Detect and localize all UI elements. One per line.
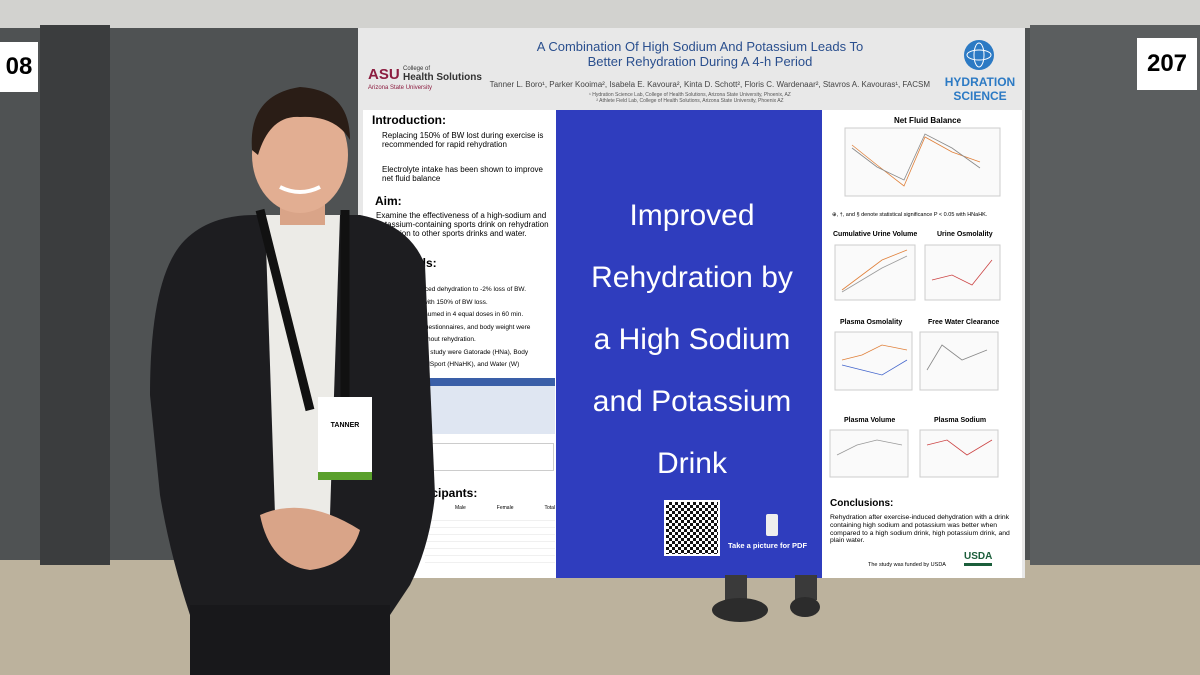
column-head: Male: [455, 505, 466, 511]
chart-line: [836, 439, 903, 456]
title-line: A Combination Of High Sodium And Potassi…: [536, 39, 864, 54]
chart-title: Cumulative Urine Volume: [833, 231, 918, 238]
method-line: nduced dehydration to -2% loss of BW.: [414, 286, 527, 293]
face: [252, 97, 348, 213]
drink-table: [425, 378, 555, 434]
message-line: Drink: [656, 447, 727, 480]
badge-name: TANNER: [330, 422, 360, 429]
board-post: [40, 25, 110, 565]
usda-logo: USDA: [964, 551, 993, 566]
chart-title: Plasma Volume: [844, 417, 896, 424]
phone-icon: [766, 514, 778, 536]
section-heading: Introduction:: [372, 113, 446, 127]
funding-note: The study was funded by USDA: [868, 562, 946, 568]
affiliation: ² Athlete Field Lab, College of Health S…: [596, 97, 784, 104]
section-heading: icipants:: [428, 486, 478, 500]
chart-title: Plasma Osmolality: [840, 319, 903, 326]
affiliation: ¹ Hydration Science Lab, College of Heal…: [589, 92, 791, 98]
booth-number: 08: [0, 42, 38, 92]
chart-frame: [919, 331, 999, 391]
booth-number: 207: [1137, 38, 1197, 90]
section-heading: Aim:: [375, 194, 402, 208]
hydration-logo-icon: [964, 40, 994, 70]
method-line: roughout rehydration.: [414, 336, 476, 343]
chart-frame: [919, 429, 999, 478]
methods-list: nduced dehydration to -2% loss of BW. on…: [414, 284, 554, 372]
message-line: and Potassium: [592, 385, 792, 418]
logo-text: Health Solutions: [403, 72, 482, 83]
shoe: [790, 597, 820, 617]
hair: [251, 87, 350, 155]
chart-title: Urine Osmolality: [937, 231, 993, 238]
mini-charts: [829, 127, 1001, 478]
chart-line: [841, 255, 908, 293]
name-badge: [318, 397, 372, 480]
background-person-feet: [712, 575, 820, 622]
hydration-logo-text: HYDRATION SCIENCE: [935, 75, 1025, 104]
significance-note: ⊕, †, and § denote statistical significa…: [832, 212, 988, 218]
shoe: [712, 598, 768, 622]
section-heading: Conclusions:: [830, 498, 894, 509]
chart-line: [841, 249, 908, 291]
lanyard: [255, 208, 350, 412]
method-line: e, questionnaires, and body weight were: [414, 323, 531, 331]
chart-line: [851, 133, 981, 181]
logo-text: Arizona State University: [368, 85, 433, 91]
logo-line: SCIENCE: [953, 88, 1007, 103]
column-head: Female: [496, 505, 514, 511]
method-line: on with 150% of BW loss.: [414, 298, 488, 306]
presenter: [150, 87, 435, 675]
chart-frame: [924, 244, 1001, 301]
logo-orbit: [966, 49, 992, 61]
conclusions-text: Rehydration after exercise-induced dehyd…: [830, 514, 1010, 545]
trousers: [190, 605, 390, 675]
center-message: Improved Rehydration by a High Sodium an…: [556, 185, 828, 495]
leg: [725, 575, 747, 600]
chart-line: [851, 136, 981, 187]
chart-line: [926, 439, 993, 456]
bullet: Electrolyte intake has been shown to imp…: [382, 165, 543, 184]
chart-line: [841, 359, 908, 376]
chart-frame: [844, 127, 1001, 197]
chart-title: Plasma Sodium: [934, 417, 987, 424]
asu-mark: ASU: [368, 66, 400, 83]
method-line: GoodSport (HNaHK), and Water (W): [414, 361, 520, 368]
logo-drop: [964, 40, 994, 70]
logo-orbit: [973, 42, 985, 68]
message-line: a High Sodium: [593, 323, 791, 356]
chart-line: [841, 344, 908, 361]
logo-text: College of: [403, 66, 431, 72]
qr-caption: Take a picture for PDF: [728, 541, 808, 550]
board-panel: [1030, 25, 1200, 565]
participant-columns: Male Female Total: [455, 505, 555, 512]
title-line: Better Rehydration During A 4-h Period: [587, 53, 813, 69]
hands: [260, 507, 360, 570]
chart-line: [931, 259, 993, 286]
chart-frame: [829, 429, 909, 478]
method-line: consumed in 4 equal doses in 60 min.: [414, 311, 524, 318]
chart-title: Free Water Clearance: [928, 319, 1000, 326]
column-head: Total: [544, 505, 555, 511]
leg: [795, 575, 817, 600]
chart-frame: [834, 331, 913, 391]
message-line: Rehydration by: [591, 261, 793, 294]
qr-code: [664, 500, 720, 556]
message-line: Improved: [629, 199, 755, 232]
poster-title: A Combination Of High Sodium And Potassi…: [480, 39, 920, 70]
affiliations: ¹ Hydration Science Lab, College of Heal…: [540, 92, 840, 105]
chart-line: [926, 344, 988, 371]
smile: [279, 185, 321, 194]
authors: Tanner L. Boro¹, Parker Kooima², Isabela…: [489, 80, 930, 89]
bullet: Replacing 150% of BW lost during exercis…: [382, 131, 544, 150]
method-line: n the study were Gatorade (HNa), Body: [414, 348, 529, 356]
logo-line: HYDRATION: [944, 75, 1016, 89]
aim-text: Examine the effectiveness of a high-sodi…: [376, 211, 549, 239]
ceiling-wall: [0, 0, 1200, 28]
participant-table: [425, 514, 555, 564]
chart-title: Net Fluid Balance: [893, 116, 962, 125]
